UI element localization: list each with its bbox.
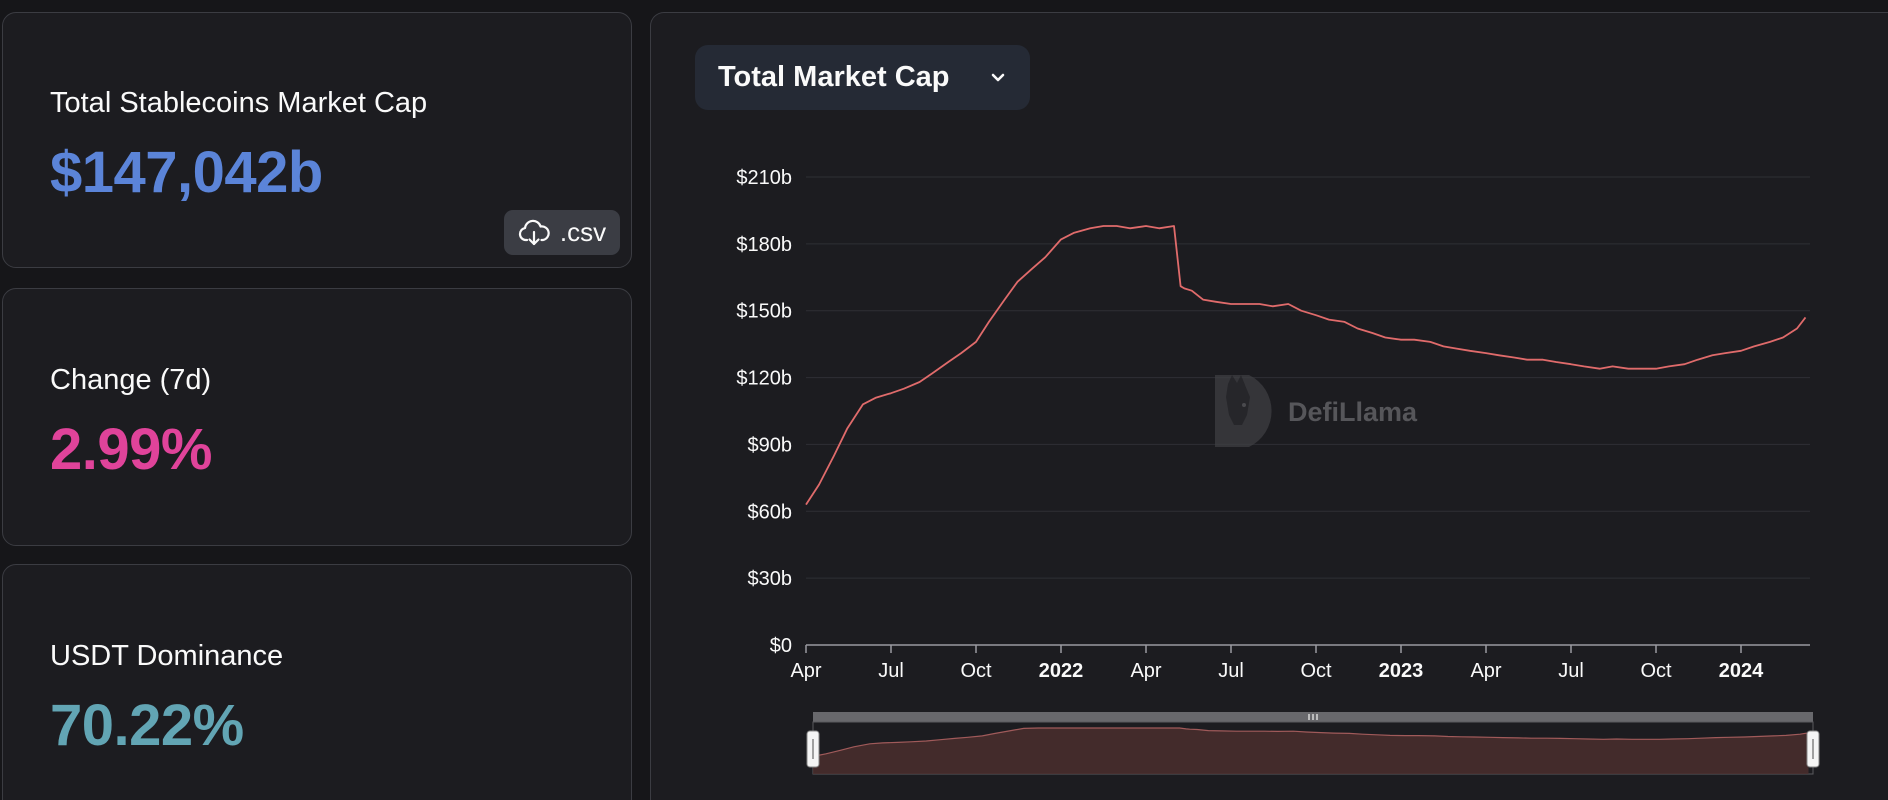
y-tick-label: $30b [748,568,793,590]
x-tick-label: Apr [1130,660,1161,682]
range-brush[interactable] [806,712,1820,775]
dominance-label: USDT Dominance [50,640,284,672]
x-tick-label: 2023 [1379,660,1424,682]
y-tick-label: $210b [736,167,792,189]
x-tick-label: Jul [1558,660,1584,682]
y-tick-label: $180b [736,234,792,256]
x-tick-label: Jul [1218,660,1244,682]
market-cap-series [805,225,1807,506]
dominance-value: 70.22% [50,693,244,758]
x-tick-label: Jul [878,660,904,682]
x-axis: Apr Jul Oct 2022 Apr Jul Oct 2023 Apr Jul Oct 2024 [790,645,1764,682]
cloud-download-icon [518,219,550,245]
x-tick-label: Oct [1300,660,1332,682]
overview-line [812,727,1809,757]
x-tick-label: Apr [790,660,821,682]
defillama-watermark: DefiLlama [1215,375,1418,447]
overview-area [813,728,1809,774]
chevron-down-icon [991,73,1005,82]
y-tick-label: $60b [748,501,793,523]
change-card: Change (7d) 2.99% [2,288,632,546]
csv-label: .csv [559,217,607,247]
y-tick-label: $0 [770,635,792,657]
y-tick-label: $150b [736,301,792,323]
y-axis: $0 $30b $60b $90b $120b $150b $180b $210b [736,167,792,657]
x-tick-label: 2024 [1719,660,1764,682]
x-tick-label: Oct [960,660,992,682]
watermark-text: DefiLlama [1288,397,1418,427]
market-cap-value: $147,042b [50,140,323,205]
chart-metric-dropdown[interactable]: Total Market Cap [695,45,1030,110]
y-tick-label: $90b [748,434,793,456]
x-tick-label: Oct [1640,660,1672,682]
change-label: Change (7d) [50,364,212,396]
y-tick-label: $120b [736,368,792,390]
market-cap-label: Total Stablecoins Market Cap [50,87,428,119]
change-value: 2.99% [50,417,212,482]
x-tick-label: Apr [1470,660,1501,682]
market-cap-card: Total Stablecoins Market Cap $147,042b .… [2,12,632,268]
grid-lines [806,176,1810,646]
x-tick-label: 2022 [1039,660,1084,682]
market-cap-line [805,225,1807,506]
dominance-card: USDT Dominance 70.22% [2,564,632,800]
download-csv-button[interactable]: .csv [504,210,620,255]
chart-metric-selected: Total Market Cap [718,61,950,93]
